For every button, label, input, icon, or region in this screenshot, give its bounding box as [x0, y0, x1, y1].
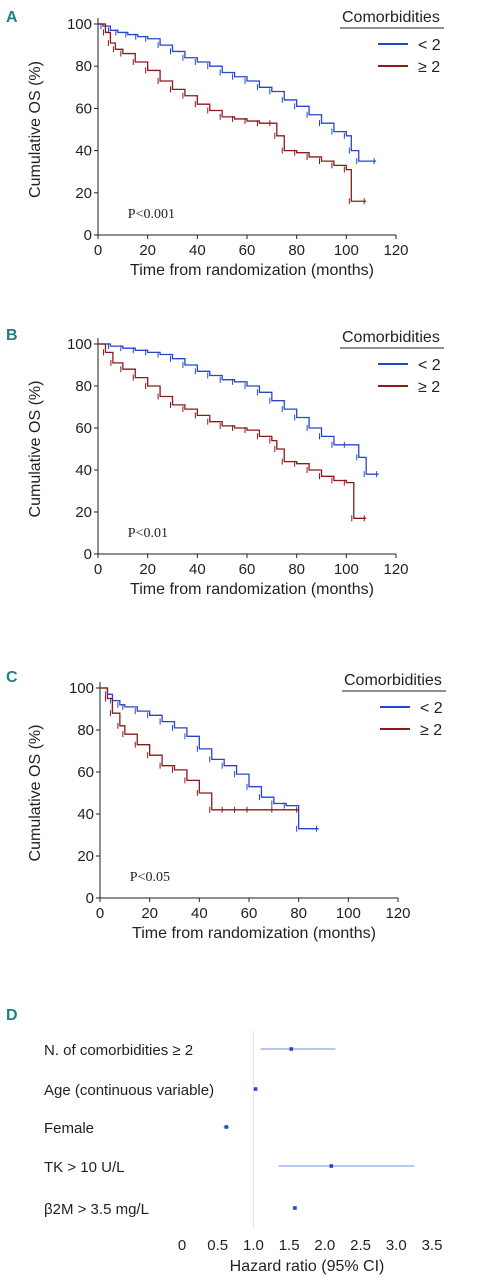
legend-label-ge2: ≥ 2 [420, 722, 442, 739]
y-tick-label: 100 [69, 680, 94, 697]
legend-label-ge2: ≥ 2 [418, 59, 440, 76]
y-tick-label: 40 [77, 806, 94, 823]
x-tick-label: 120 [385, 905, 410, 922]
p-value: P<0.01 [128, 526, 168, 541]
x-tick-label: 120 [383, 242, 408, 259]
x-tick-label: 120 [383, 561, 408, 578]
x-tick-label: 0.5 [207, 1237, 228, 1254]
forest-row-label: TK > 10 U/L [44, 1159, 124, 1176]
x-tick-label: 3.0 [386, 1237, 407, 1254]
y-axis-title: Cumulative OS (%) [27, 61, 44, 198]
km-curve-lt2 [98, 343, 379, 475]
p-value: P<0.05 [130, 870, 170, 885]
km-panel-a: A 0 20 40 60 80 100 0 20 40 60 80 100 120 Cumulative O… [6, 9, 444, 279]
y-tick-label: 80 [77, 722, 94, 739]
x-tick-label: 60 [239, 242, 256, 259]
x-axis-title: Hazard ratio (95% CI) [230, 1258, 385, 1275]
km-panel-b: B 0 20 40 60 80 100 0 20 40 60 80 100 120 Cumulative O… [6, 327, 444, 598]
hazard-ratio-point [329, 1164, 334, 1168]
x-tick-label: 1.0 [243, 1237, 264, 1254]
panel-letter: C [6, 669, 18, 686]
x-tick-label: 60 [241, 905, 258, 922]
x-tick-label: 40 [191, 905, 208, 922]
hazard-ratio-point [253, 1087, 258, 1091]
hazard-ratio-point [224, 1125, 229, 1129]
y-tick-label: 20 [75, 504, 92, 521]
legend-title: Comorbidities [342, 329, 440, 346]
x-tick-label: 80 [288, 242, 305, 259]
forest-row-label: Female [44, 1120, 94, 1137]
x-tick-label: 2.0 [314, 1237, 335, 1254]
x-tick-label: 80 [290, 905, 307, 922]
x-tick-label: 100 [336, 905, 361, 922]
y-tick-label: 60 [75, 100, 92, 117]
x-tick-label: 40 [189, 242, 206, 259]
x-tick-label: 100 [334, 242, 359, 259]
x-tick-label: 3.5 [422, 1237, 443, 1254]
y-tick-label: 80 [75, 378, 92, 395]
y-tick-label: 20 [77, 848, 94, 865]
y-tick-label: 80 [75, 58, 92, 75]
p-value: P<0.001 [128, 207, 175, 222]
x-tick-label: 2.5 [350, 1237, 371, 1254]
x-tick-label: 80 [288, 561, 305, 578]
y-tick-label: 60 [77, 764, 94, 781]
x-tick-label: 100 [334, 561, 359, 578]
legend-label-lt2: < 2 [418, 357, 441, 374]
hazard-ratio-point [289, 1047, 294, 1051]
panel-letter: B [6, 327, 18, 344]
y-axis-title: Cumulative OS (%) [27, 381, 44, 518]
hazard-ratio-point [293, 1206, 297, 1210]
y-tick-label: 0 [86, 890, 94, 907]
km-curve-ge2 [98, 343, 367, 519]
panel-letter: A [6, 9, 18, 26]
y-tick-label: 100 [67, 336, 92, 353]
x-tick-label: 1.5 [279, 1237, 300, 1254]
legend-label-lt2: < 2 [420, 700, 443, 717]
km-panel-c: C 0 20 40 60 80 100 0 20 40 60 80 100 120 Cumulative O… [6, 669, 446, 942]
forest-row-label: N. of comorbidities ≥ 2 [44, 1042, 193, 1059]
x-axis-title: Time from randomization (months) [130, 262, 374, 279]
forest-row-label: Age (continuous variable) [44, 1082, 214, 1099]
x-tick-label: 0 [178, 1237, 186, 1254]
x-axis-title: Time from randomization (months) [132, 925, 376, 942]
y-tick-label: 60 [75, 420, 92, 437]
x-tick-label: 20 [139, 561, 156, 578]
x-tick-label: 20 [139, 242, 156, 259]
y-axis-title: Cumulative OS (%) [27, 725, 44, 862]
x-tick-label: 40 [189, 561, 206, 578]
panel-letter: D [6, 1007, 18, 1024]
forest-row-label: β2M > 3.5 mg/L [44, 1201, 149, 1218]
x-tick-label: 0 [94, 242, 102, 259]
y-tick-label: 0 [84, 546, 92, 563]
x-axis-title: Time from randomization (months) [130, 581, 374, 598]
km-curve-lt2 [100, 687, 319, 830]
km-curve-lt2 [98, 23, 377, 162]
legend-title: Comorbidities [342, 9, 440, 26]
legend-title: Comorbidities [344, 672, 442, 689]
y-tick-label: 40 [75, 143, 92, 160]
x-tick-label: 20 [141, 905, 158, 922]
legend-label-ge2: ≥ 2 [418, 379, 440, 396]
x-tick-label: 0 [96, 905, 104, 922]
y-tick-label: 20 [75, 185, 92, 202]
y-tick-label: 100 [67, 16, 92, 33]
y-tick-label: 0 [84, 227, 92, 244]
x-tick-label: 0 [94, 561, 102, 578]
forest-panel-d: D N. of comorbidities ≥ 2 Age (continuous … [6, 1007, 442, 1275]
y-tick-label: 40 [75, 462, 92, 479]
km-curve-ge2 [98, 23, 367, 202]
km-curve-ge2 [100, 687, 299, 811]
legend-label-lt2: < 2 [418, 37, 441, 54]
x-tick-label: 60 [239, 561, 256, 578]
